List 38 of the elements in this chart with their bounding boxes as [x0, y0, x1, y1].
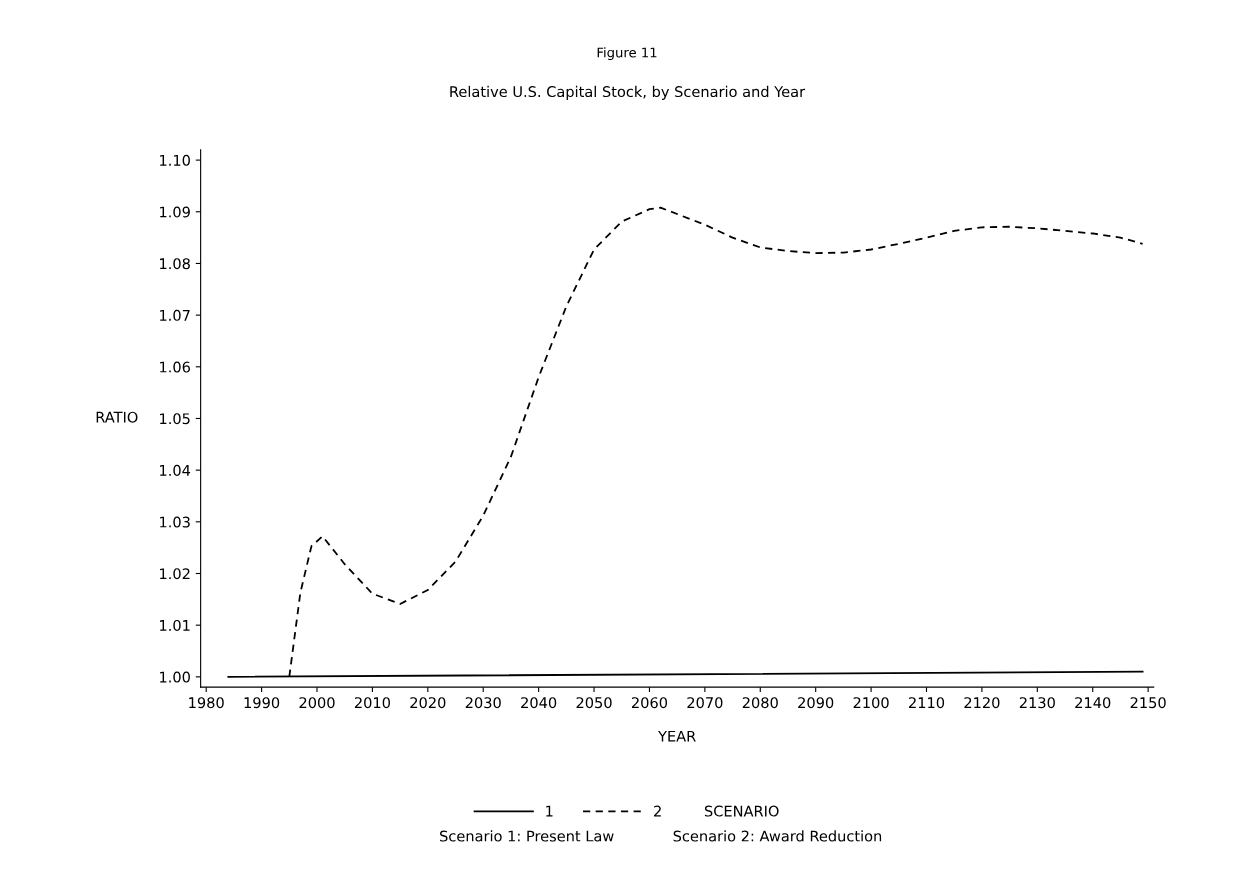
y-tick-label: 1.03	[160, 516, 190, 528]
x-tick-label: 2120	[964, 697, 1000, 709]
y-tick-label: 1.09	[160, 206, 190, 218]
legend-label: 1	[546, 805, 553, 817]
y-tick-label: 1.07	[160, 309, 190, 321]
y-tick-label: 1.06	[160, 361, 190, 373]
y-tick-label: 1.01	[160, 619, 190, 631]
y-tick-label: 1.02	[160, 568, 190, 580]
x-tick-label: 2040	[521, 697, 557, 709]
x-tick-label: 2100	[853, 697, 889, 709]
chart-subtitle: Relative U.S. Capital Stock, by Scenario and Year	[450, 85, 806, 100]
x-tick-label: 2090	[798, 697, 834, 709]
text: Scenario 1: Present Law	[440, 830, 614, 842]
legend-label: 2	[654, 805, 661, 817]
x-tick-label: 2010	[354, 697, 390, 709]
x-tick-label: 2140	[1075, 697, 1111, 709]
x-tick-label: 2000	[299, 697, 335, 709]
x-tick-label: 2030	[465, 697, 501, 709]
x-tick-label: 2020	[410, 697, 446, 709]
x-tick-label: 1990	[244, 697, 280, 709]
y-tick-label: 1.04	[160, 464, 191, 476]
y-tick-label: 1.08	[160, 258, 190, 270]
y-tick-label: 1.00	[160, 671, 190, 683]
y-axis-title: RATIO	[96, 411, 138, 423]
x-tick-label: 2060	[631, 697, 668, 709]
x-tick-label: 2150	[1130, 697, 1166, 709]
y-tick-label: 1.10	[160, 154, 190, 166]
chart-title: Figure 11	[597, 47, 657, 61]
x-tick-label: 2130	[1019, 697, 1055, 709]
x-tick-label: 2110	[909, 697, 945, 709]
y-tick-label: 1.05	[160, 413, 190, 425]
x-tick-label: 2070	[687, 697, 723, 709]
x-axis-title: YEAR	[658, 730, 696, 742]
x-tick-label: 1980	[189, 697, 224, 709]
text: Scenario 2: Award Reduction	[673, 830, 882, 842]
legend-title: SCENARIO	[704, 805, 779, 817]
x-tick-label: 2080	[742, 697, 778, 709]
x-tick-label: 2050	[576, 697, 612, 709]
